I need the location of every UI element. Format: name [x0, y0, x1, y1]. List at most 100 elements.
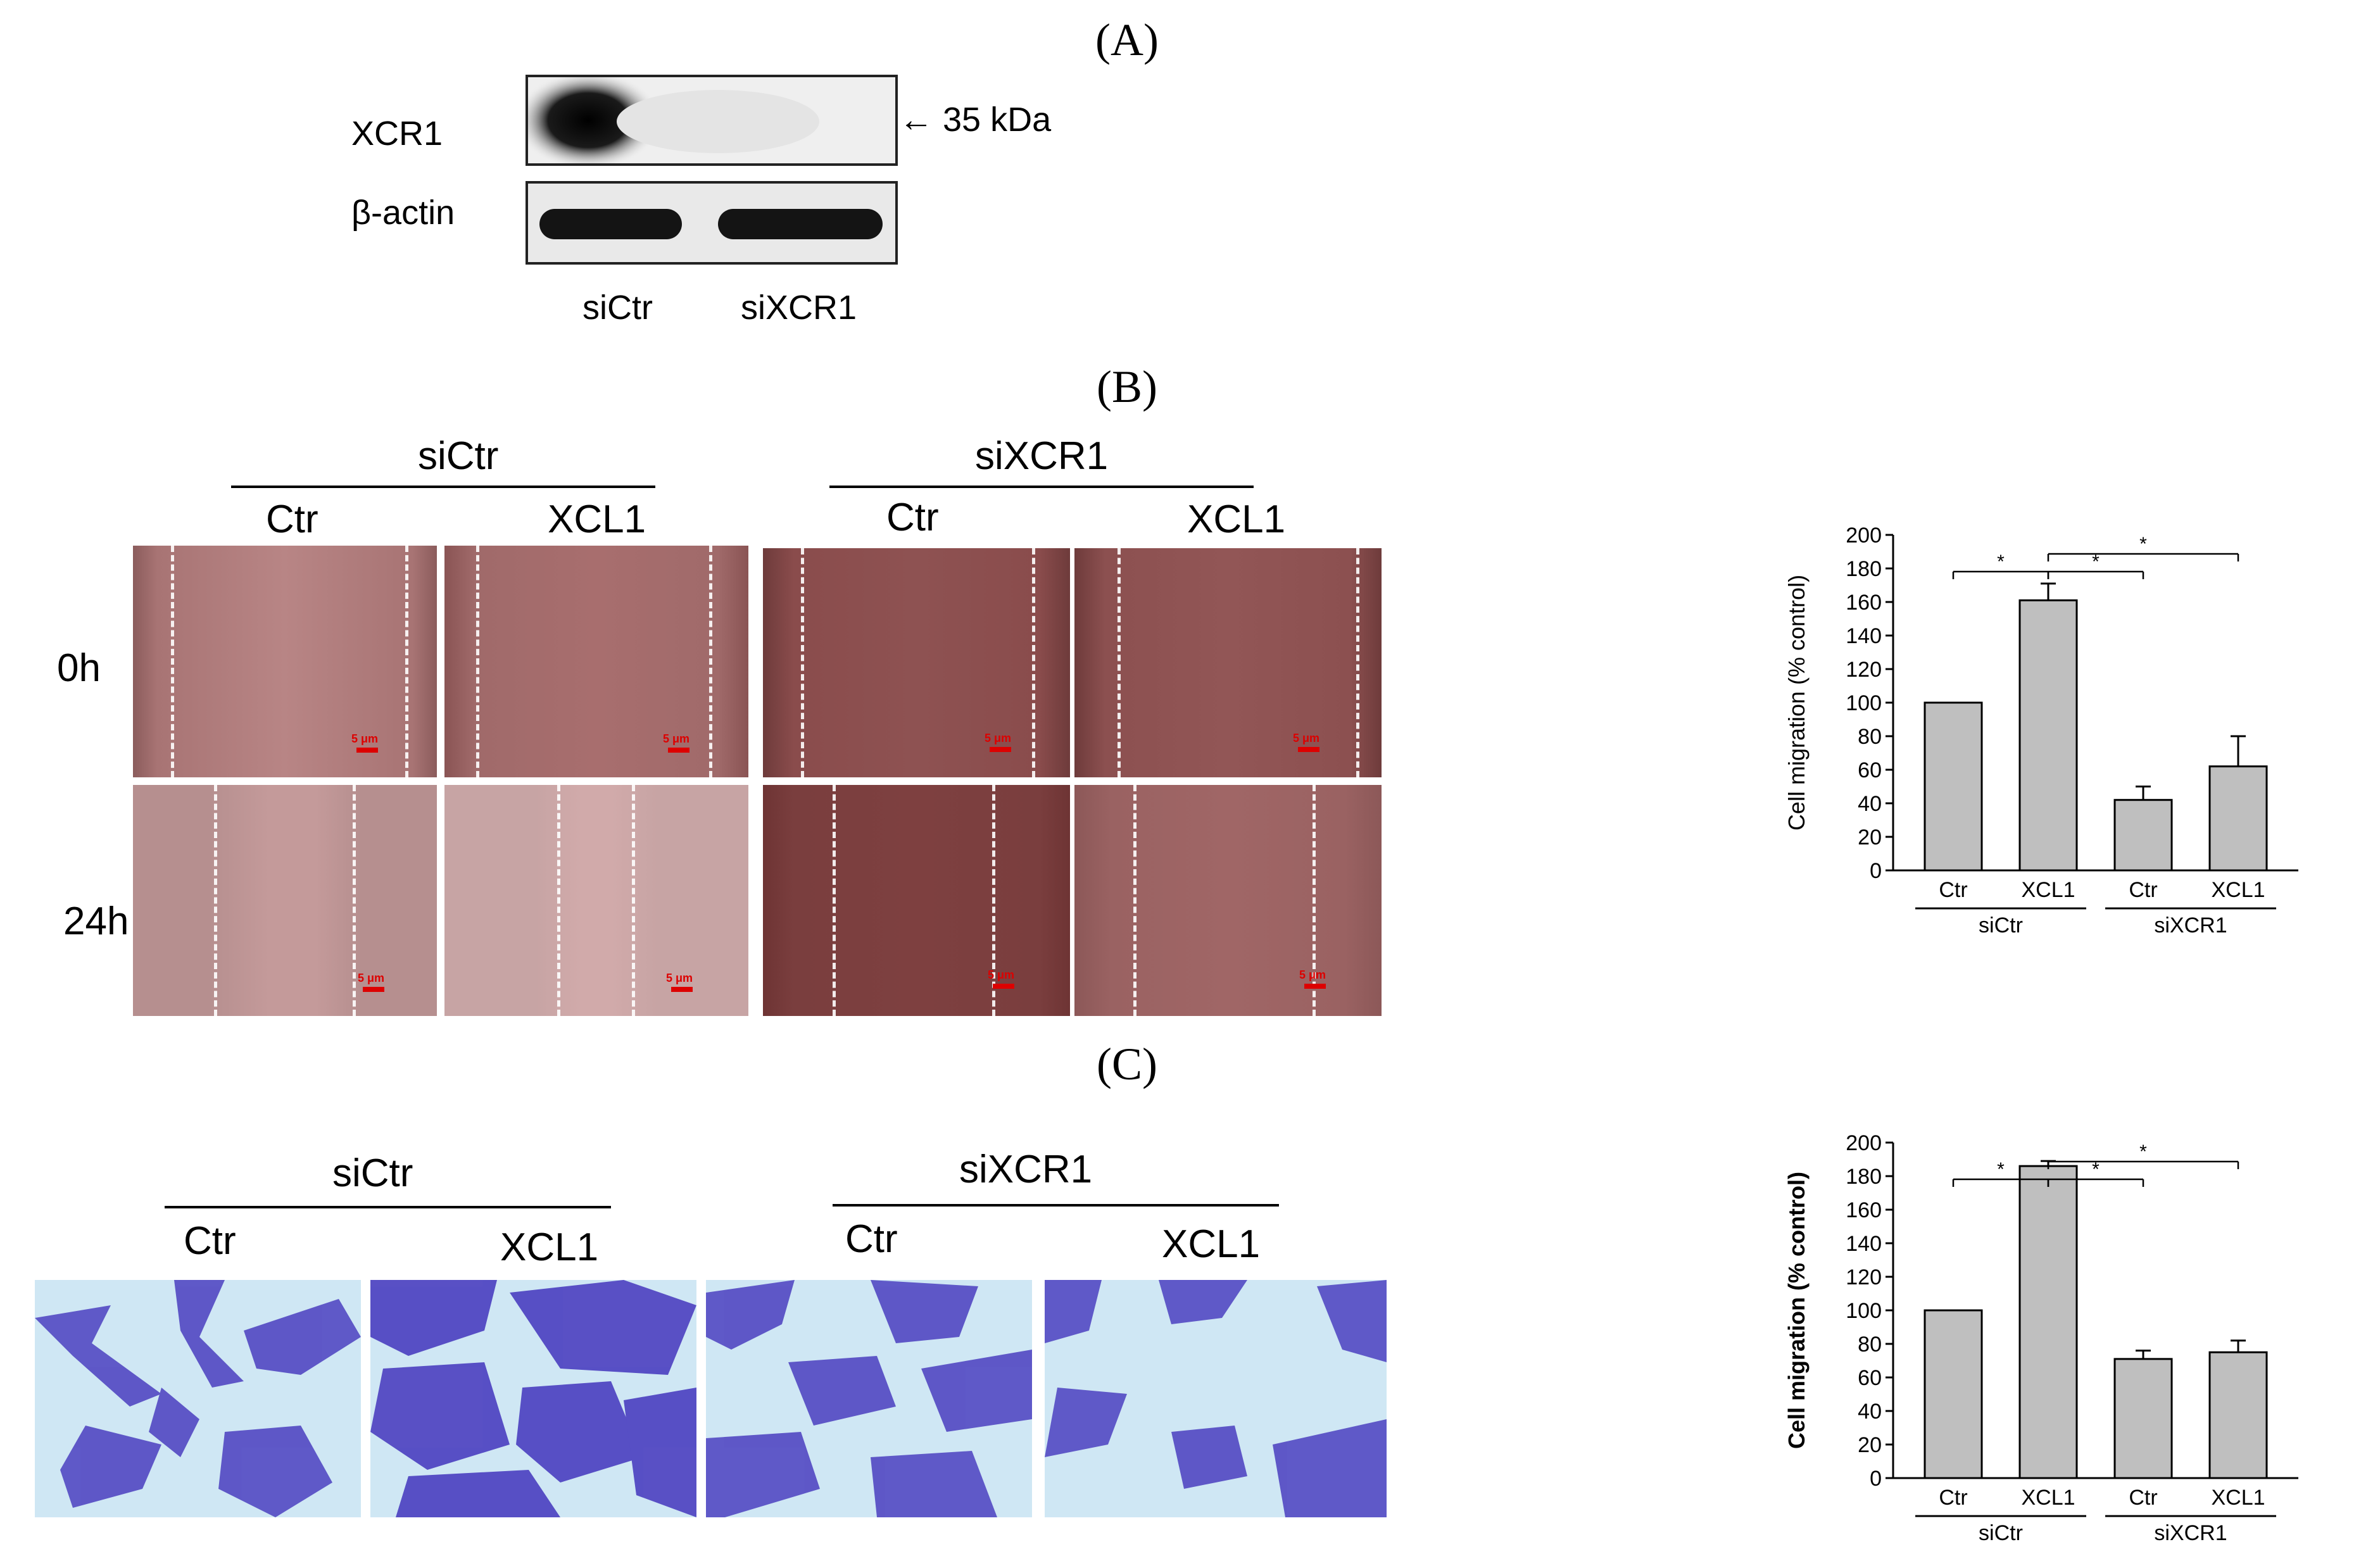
scratch-cond-xcl1-1: XCL1 — [548, 498, 646, 541]
y-tick-label: 0 — [1870, 859, 1882, 883]
significance-star: * — [2092, 1159, 2100, 1180]
panel-a-label: (A) — [1095, 15, 1159, 65]
y-axis-label: Cell migration (% control) — [1784, 575, 1810, 831]
y-tick-label: 200 — [1846, 1131, 1882, 1155]
bar — [2018, 599, 2078, 872]
bar — [2018, 1165, 2078, 1479]
group-label: siCtr — [1979, 1521, 2023, 1545]
bar — [1924, 701, 1983, 872]
significance-star: * — [1997, 1159, 2005, 1180]
group-label: siXCR1 — [2154, 913, 2227, 937]
category-label: Ctr — [2129, 878, 2157, 902]
transwell-image-sixcr1-xcl1 — [1045, 1280, 1387, 1517]
scale-bar: 5 μm — [1293, 732, 1320, 752]
y-tick-label: 160 — [1846, 1198, 1882, 1222]
y-tick-label: 160 — [1846, 591, 1882, 615]
bar — [2208, 765, 2268, 872]
transwell-group-sixcr1: siXCR1 — [959, 1148, 1093, 1191]
group-label: siCtr — [1979, 913, 2023, 937]
bar — [2113, 1358, 2173, 1479]
scratch-group-sixcr1: siXCR1 — [975, 434, 1109, 478]
category-label: XCL1 — [2021, 878, 2075, 902]
timepoint-0h: 0h — [57, 646, 101, 690]
panel-b-label: (B) — [1097, 361, 1157, 412]
significance-star: * — [1997, 551, 2005, 572]
y-tick-label: 200 — [1846, 523, 1882, 548]
category-label: XCL1 — [2211, 1486, 2265, 1510]
panel-c-label: (C) — [1097, 1039, 1157, 1089]
y-tick-label: 100 — [1846, 691, 1882, 715]
scratch-cond-xcl1-2: XCL1 — [1187, 498, 1286, 541]
y-tick-label: 120 — [1846, 658, 1882, 682]
significance-star: * — [2139, 1141, 2147, 1162]
xcr1-blot — [526, 75, 898, 166]
y-tick-label: 20 — [1858, 825, 1882, 849]
scratch-group-line-sixcr1 — [829, 486, 1254, 488]
scratch-image-sixcr1-xcl1-0h: 5 μm — [1074, 548, 1382, 777]
transwell-cond-xcl1-2: XCL1 — [1162, 1222, 1261, 1266]
transwell-image-sictr-xcl1 — [370, 1280, 696, 1517]
scale-bar: 5 μm — [663, 732, 690, 753]
lane-label-sictr: siCtr — [582, 289, 653, 327]
transwell-group-line-sictr — [165, 1206, 611, 1208]
scratch-image-sixcr1-ctr-24h: 5 μm — [763, 785, 1070, 1016]
category-label: XCL1 — [2021, 1486, 2075, 1510]
y-tick-label: 180 — [1846, 1165, 1882, 1189]
scratch-image-sixcr1-ctr-0h: 5 μm — [763, 548, 1070, 777]
category-label: Ctr — [1939, 1486, 1967, 1510]
significance-star: * — [2139, 534, 2147, 555]
y-tick-label: 80 — [1858, 1332, 1882, 1357]
y-tick-label: 0 — [1870, 1467, 1882, 1491]
molecular-weight-marker: ← 35 kDa — [899, 101, 1052, 139]
scratch-image-sictr-xcl1-24h: 5 μm — [444, 785, 748, 1016]
category-label: XCL1 — [2211, 878, 2265, 902]
scratch-image-sictr-ctr-24h: 5 μm — [133, 785, 437, 1016]
group-label: siXCR1 — [2154, 1521, 2227, 1545]
scratch-cond-ctr-2: Ctr — [886, 496, 939, 539]
scratch-image-sixcr1-xcl1-24h: 5 μm — [1074, 785, 1382, 1016]
y-axis-label: Cell migration (% control) — [1784, 1172, 1810, 1449]
bar — [2113, 799, 2173, 872]
blot-row-xcr1: XCR1 — [351, 115, 443, 153]
blot-row-actin: β-actin — [351, 194, 455, 232]
scale-bar: 5 μm — [666, 972, 693, 992]
category-label: Ctr — [2129, 1486, 2157, 1510]
scratch-image-sictr-xcl1-0h: 5 μm — [444, 546, 748, 777]
timepoint-24h: 24h — [63, 900, 129, 943]
transwell-chart: 0 20 40 60 80 100 120 140 160 180 200 Cell migratio… — [1784, 1131, 2298, 1545]
actin-band-image — [528, 184, 895, 262]
y-tick-label: 180 — [1846, 557, 1882, 581]
y-tick-label: 140 — [1846, 624, 1882, 648]
bar — [2208, 1351, 2268, 1479]
scale-bar: 5 μm — [988, 969, 1015, 989]
lane-label-sixcr1: siXCR1 — [741, 289, 857, 327]
y-tick-label: 60 — [1858, 1366, 1882, 1390]
scratch-cond-ctr-1: Ctr — [266, 498, 318, 541]
scratch-image-sictr-ctr-0h: 5 μm — [133, 546, 437, 777]
bar — [1924, 1309, 1983, 1479]
y-tick-label: 120 — [1846, 1265, 1882, 1289]
actin-blot — [526, 181, 898, 265]
scale-bar: 5 μm — [351, 732, 379, 753]
significance-star: * — [2092, 551, 2100, 572]
y-tick-label: 40 — [1858, 1400, 1882, 1424]
y-tick-label: 140 — [1846, 1232, 1882, 1256]
scale-bar: 5 μm — [358, 972, 385, 992]
transwell-group-sictr: siCtr — [332, 1151, 413, 1195]
y-tick-label: 80 — [1858, 725, 1882, 749]
transwell-cond-ctr-1: Ctr — [184, 1219, 236, 1263]
transwell-image-sictr-ctr — [35, 1280, 361, 1517]
scratch-chart: 0 20 40 60 80 100 120 140 160 180 200 Cell migratio… — [1784, 523, 2298, 937]
scale-bar: 5 μm — [1299, 969, 1326, 989]
scratch-group-sictr: siCtr — [418, 434, 499, 478]
y-tick-label: 60 — [1858, 758, 1882, 782]
transwell-group-line-sixcr1 — [833, 1204, 1279, 1207]
scale-bar: 5 μm — [985, 732, 1012, 752]
transwell-cond-ctr-2: Ctr — [845, 1217, 898, 1261]
transwell-image-sixcr1-ctr — [706, 1280, 1032, 1517]
y-tick-label: 40 — [1858, 792, 1882, 816]
xcr1-band-image — [528, 77, 895, 163]
y-tick-label: 20 — [1858, 1433, 1882, 1457]
y-tick-label: 100 — [1846, 1299, 1882, 1323]
scratch-group-line-sictr — [231, 486, 655, 488]
